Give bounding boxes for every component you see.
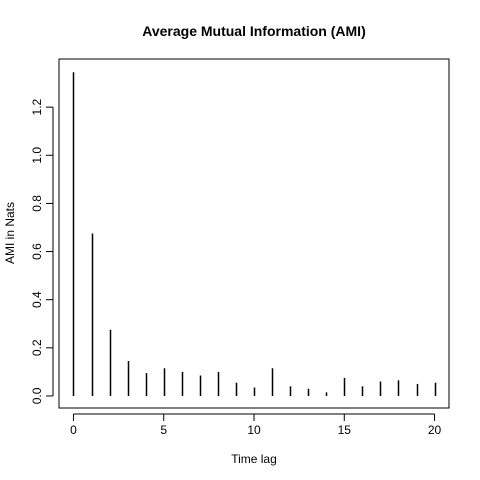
chart-title: Average Mutual Information (AMI) bbox=[142, 23, 366, 39]
x-tick-label: 20 bbox=[428, 423, 442, 437]
y-tick-label: 1.0 bbox=[30, 147, 44, 164]
x-axis: 0 5 10 15 20 bbox=[70, 413, 442, 437]
bars-group bbox=[72, 72, 437, 396]
y-tick-label: 1.2 bbox=[30, 98, 44, 115]
x-tick-label: 10 bbox=[247, 423, 261, 437]
y-tick-label: 0.0 bbox=[30, 387, 44, 404]
x-tick-label: 0 bbox=[70, 423, 77, 437]
x-tick-label: 15 bbox=[338, 423, 352, 437]
plot-frame bbox=[58, 58, 450, 409]
y-tick-label: 0.2 bbox=[30, 339, 44, 356]
y-tick-label: 0.6 bbox=[30, 243, 44, 260]
x-axis-label: Time lag bbox=[231, 452, 277, 466]
y-tick-label: 0.4 bbox=[30, 291, 44, 308]
y-axis: 0.0 0.2 0.4 0.6 0.8 1.0 1.2 bbox=[30, 98, 54, 404]
y-axis-label: AMI in Nats bbox=[3, 202, 17, 264]
x-tick-label: 5 bbox=[160, 423, 167, 437]
y-tick-label: 0.8 bbox=[30, 195, 44, 212]
